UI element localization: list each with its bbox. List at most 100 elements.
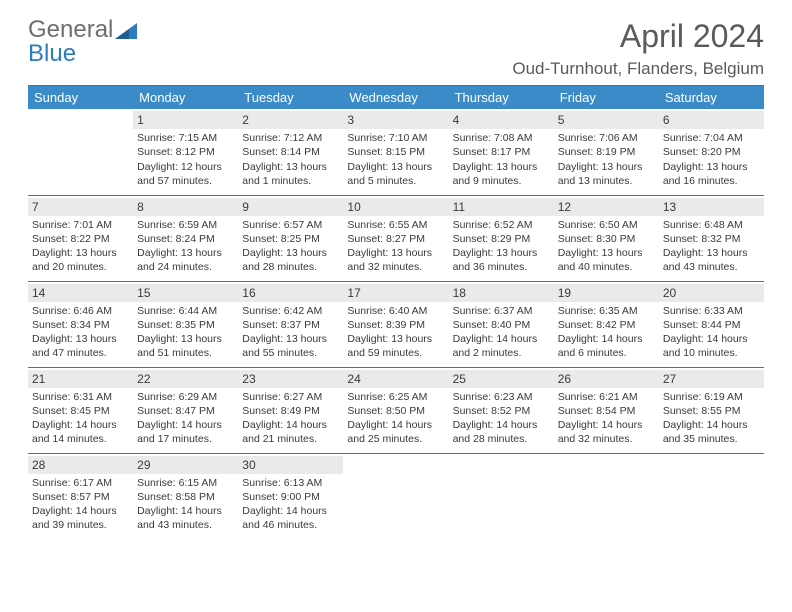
calendar-row: 14Sunrise: 6:46 AMSunset: 8:34 PMDayligh… (28, 281, 764, 367)
sunset-text: Sunset: 8:20 PM (663, 145, 760, 159)
sunrise-text: Sunrise: 6:46 AM (32, 304, 129, 318)
day-number: 17 (343, 284, 448, 302)
calendar-cell: 21Sunrise: 6:31 AMSunset: 8:45 PMDayligh… (28, 367, 133, 453)
calendar-cell: 13Sunrise: 6:48 AMSunset: 8:32 PMDayligh… (659, 195, 764, 281)
sunrise-text: Sunrise: 6:50 AM (558, 218, 655, 232)
sunset-text: Sunset: 8:58 PM (137, 490, 234, 504)
logo-text-2: Blue (28, 40, 76, 67)
day-number: 11 (449, 198, 554, 216)
sunrise-text: Sunrise: 7:12 AM (242, 131, 339, 145)
sunset-text: Sunset: 8:30 PM (558, 232, 655, 246)
sunset-text: Sunset: 8:29 PM (453, 232, 550, 246)
day-number: 20 (659, 284, 764, 302)
daylight1-text: Daylight: 12 hours (137, 160, 234, 174)
calendar-row: 1Sunrise: 7:15 AMSunset: 8:12 PMDaylight… (28, 109, 764, 195)
daylight2-text: and 2 minutes. (453, 346, 550, 360)
day-number: 21 (28, 370, 133, 388)
calendar-cell: 8Sunrise: 6:59 AMSunset: 8:24 PMDaylight… (133, 195, 238, 281)
calendar-body: 1Sunrise: 7:15 AMSunset: 8:12 PMDaylight… (28, 109, 764, 539)
calendar-cell (449, 453, 554, 539)
daylight2-text: and 16 minutes. (663, 174, 760, 188)
calendar-cell: 30Sunrise: 6:13 AMSunset: 9:00 PMDayligh… (238, 453, 343, 539)
sunrise-text: Sunrise: 7:01 AM (32, 218, 129, 232)
daylight2-text: and 25 minutes. (347, 432, 444, 446)
sunset-text: Sunset: 8:37 PM (242, 318, 339, 332)
weekday-header: Wednesday (343, 86, 448, 109)
sunset-text: Sunset: 8:45 PM (32, 404, 129, 418)
sunset-text: Sunset: 8:27 PM (347, 232, 444, 246)
daylight2-text: and 32 minutes. (558, 432, 655, 446)
daylight1-text: Daylight: 14 hours (32, 504, 129, 518)
daylight1-text: Daylight: 14 hours (453, 418, 550, 432)
sunset-text: Sunset: 8:55 PM (663, 404, 760, 418)
calendar-cell: 3Sunrise: 7:10 AMSunset: 8:15 PMDaylight… (343, 109, 448, 195)
sunrise-text: Sunrise: 6:37 AM (453, 304, 550, 318)
sunrise-text: Sunrise: 6:52 AM (453, 218, 550, 232)
daylight2-text: and 57 minutes. (137, 174, 234, 188)
sunrise-text: Sunrise: 7:08 AM (453, 131, 550, 145)
day-number: 26 (554, 370, 659, 388)
day-number: 28 (28, 456, 133, 474)
daylight2-text: and 47 minutes. (32, 346, 129, 360)
calendar-cell: 10Sunrise: 6:55 AMSunset: 8:27 PMDayligh… (343, 195, 448, 281)
sunset-text: Sunset: 8:52 PM (453, 404, 550, 418)
daylight2-text: and 24 minutes. (137, 260, 234, 274)
day-number: 24 (343, 370, 448, 388)
logo: General Blue (28, 18, 137, 66)
daylight2-text: and 13 minutes. (558, 174, 655, 188)
day-number: 5 (554, 111, 659, 129)
calendar-cell: 11 Sunrise: 6:52 AMSunset: 8:29 PMDayligh… (449, 195, 554, 281)
day-number: 6 (659, 111, 764, 129)
daylight1-text: Daylight: 13 hours (453, 246, 550, 260)
calendar-cell: 2Sunrise: 7:12 AMSunset: 8:14 PMDaylight… (238, 109, 343, 195)
sunrise-text: Sunrise: 6:15 AM (137, 476, 234, 490)
daylight1-text: Daylight: 13 hours (558, 160, 655, 174)
sunrise-text: Sunrise: 6:48 AM (663, 218, 760, 232)
sunrise-text: Sunrise: 6:40 AM (347, 304, 444, 318)
daylight1-text: Daylight: 14 hours (242, 418, 339, 432)
daylight1-text: Daylight: 14 hours (347, 418, 444, 432)
month-title: April 2024 (512, 18, 764, 55)
calendar-cell: 7Sunrise: 7:01 AMSunset: 8:22 PMDaylight… (28, 195, 133, 281)
daylight1-text: Daylight: 13 hours (32, 332, 129, 346)
day-number: 13 (659, 198, 764, 216)
sunrise-text: Sunrise: 6:19 AM (663, 390, 760, 404)
daylight2-text: and 10 minutes. (663, 346, 760, 360)
calendar-cell: 1Sunrise: 7:15 AMSunset: 8:12 PMDaylight… (133, 109, 238, 195)
sunset-text: Sunset: 9:00 PM (242, 490, 339, 504)
calendar-cell: 29Sunrise: 6:15 AMSunset: 8:58 PMDayligh… (133, 453, 238, 539)
daylight2-text: and 55 minutes. (242, 346, 339, 360)
daylight1-text: Daylight: 14 hours (242, 504, 339, 518)
daylight1-text: Daylight: 13 hours (663, 160, 760, 174)
logo-text-1: General (28, 16, 113, 43)
sunset-text: Sunset: 8:44 PM (663, 318, 760, 332)
calendar-cell: 4Sunrise: 7:08 AMSunset: 8:17 PMDaylight… (449, 109, 554, 195)
day-number: 3 (343, 111, 448, 129)
daylight2-text: and 32 minutes. (347, 260, 444, 274)
day-number: 16 (238, 284, 343, 302)
daylight1-text: Daylight: 14 hours (558, 332, 655, 346)
sunset-text: Sunset: 8:17 PM (453, 145, 550, 159)
daylight2-text: and 36 minutes. (453, 260, 550, 274)
daylight1-text: Daylight: 14 hours (453, 332, 550, 346)
weekday-header: Saturday (659, 86, 764, 109)
sunset-text: Sunset: 8:42 PM (558, 318, 655, 332)
calendar-row: 28Sunrise: 6:17 AMSunset: 8:57 PMDayligh… (28, 453, 764, 539)
sunset-text: Sunset: 8:50 PM (347, 404, 444, 418)
calendar-cell: 24Sunrise: 6:25 AMSunset: 8:50 PMDayligh… (343, 367, 448, 453)
sunset-text: Sunset: 8:35 PM (137, 318, 234, 332)
daylight2-text: and 40 minutes. (558, 260, 655, 274)
day-number: 1 (133, 111, 238, 129)
sunrise-text: Sunrise: 6:23 AM (453, 390, 550, 404)
day-number: 22 (133, 370, 238, 388)
day-number: 30 (238, 456, 343, 474)
sunrise-text: Sunrise: 6:17 AM (32, 476, 129, 490)
sunrise-text: Sunrise: 7:04 AM (663, 131, 760, 145)
calendar-row: 7Sunrise: 7:01 AMSunset: 8:22 PMDaylight… (28, 195, 764, 281)
calendar-cell: 15Sunrise: 6:44 AMSunset: 8:35 PMDayligh… (133, 281, 238, 367)
sunset-text: Sunset: 8:57 PM (32, 490, 129, 504)
calendar-cell: 27Sunrise: 6:19 AMSunset: 8:55 PMDayligh… (659, 367, 764, 453)
logo-text: General Blue (28, 18, 137, 66)
sunset-text: Sunset: 8:15 PM (347, 145, 444, 159)
calendar-cell (554, 453, 659, 539)
